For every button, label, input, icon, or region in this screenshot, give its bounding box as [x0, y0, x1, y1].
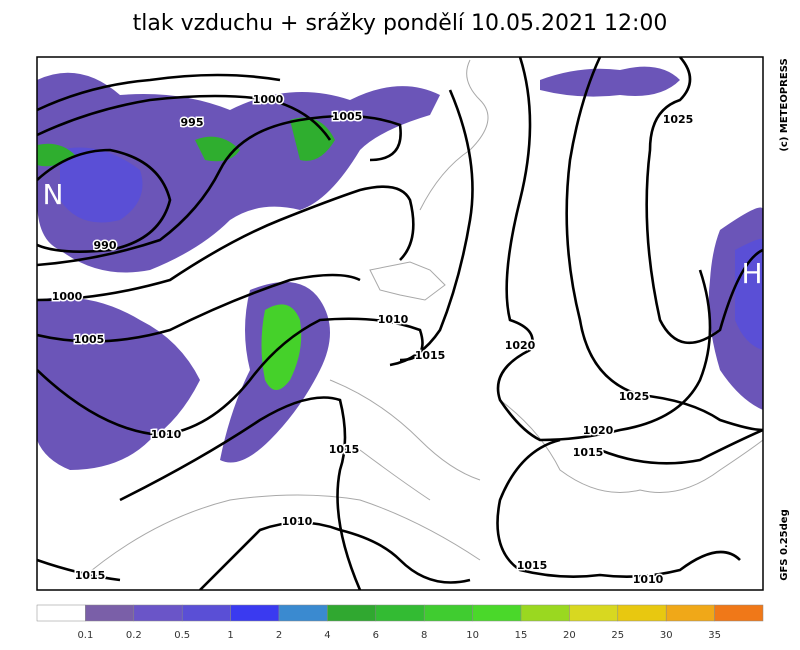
legend-label: 8: [421, 630, 427, 641]
legend-swatch: [230, 604, 280, 622]
isobar-label: 1005: [74, 333, 105, 346]
legend-label: 1: [227, 630, 233, 641]
legend-label: 0.2: [126, 630, 142, 641]
legend-swatch: [617, 604, 667, 622]
isobar-label: 1010: [378, 313, 409, 326]
isobar-label: 1010: [282, 515, 313, 528]
isobars: [37, 57, 763, 590]
legend-label: 20: [563, 630, 576, 641]
legend: 0.1 0.2 0.5 1 2 4 6 8 10 15 20 25 30 35: [36, 604, 764, 641]
isobar-label: 1015: [329, 443, 360, 456]
map-content: [37, 57, 763, 590]
pressure-center: H: [741, 257, 762, 290]
legend-swatch: [181, 604, 231, 622]
isobar-label: 990: [94, 239, 117, 252]
isobar-label: 1010: [633, 573, 664, 586]
isobar-label: 1015: [517, 559, 548, 572]
legend-label: 0.5: [174, 630, 190, 641]
title: tlak vzduchu + srážky pondělí 10.05.2021…: [133, 11, 668, 36]
legend-swatch: [278, 604, 328, 622]
legend-label: 10: [466, 630, 479, 641]
map-frame: [36, 56, 764, 591]
isobar-label: 1000: [253, 93, 284, 106]
legend-swatch: [520, 604, 570, 622]
isobar-label: 1015: [573, 446, 604, 459]
legend-label: 30: [660, 630, 673, 641]
legend-label: 35: [708, 630, 721, 641]
isobar-label: 1020: [583, 424, 614, 437]
isobar-label: 1015: [75, 569, 106, 582]
legend-swatch: [36, 604, 86, 622]
legend-label: 15: [515, 630, 528, 641]
legend-swatch: [423, 604, 473, 622]
isobar-label: 1020: [505, 339, 536, 352]
legend-label: 4: [324, 630, 330, 641]
legend-swatch: [569, 604, 619, 622]
legend-swatch: [85, 604, 135, 622]
legend-label: 6: [373, 630, 379, 641]
isobar-labels: 1000 995 1005 990 1000 1005 1010 1015 1020 1025 10…: [50, 92, 695, 588]
legend-swatch: [714, 604, 764, 622]
legend-swatch: [472, 604, 522, 622]
isobar-label: 1025: [619, 390, 650, 403]
legend-label: 2: [276, 630, 282, 641]
isobar-label: 1010: [151, 428, 182, 441]
precipitation: [37, 66, 763, 470]
isobar-label: 995: [181, 116, 204, 129]
legend-swatch: [665, 604, 715, 622]
legend-swatch: [327, 604, 377, 622]
legend-label: 25: [611, 630, 624, 641]
model-label: GFS 0.25deg: [779, 509, 790, 581]
copyright: (c) METEOPRESS: [779, 58, 790, 151]
legend-swatch: [375, 604, 425, 622]
isobar-label: 1025: [663, 113, 694, 126]
pressure-center: N: [43, 178, 64, 211]
legend-label: 0.1: [77, 630, 93, 641]
isobar-label: 1015: [415, 349, 446, 362]
legend-swatch: [133, 604, 183, 622]
isobar-label: 1005: [332, 110, 363, 123]
isobar-label: 1000: [52, 290, 83, 303]
